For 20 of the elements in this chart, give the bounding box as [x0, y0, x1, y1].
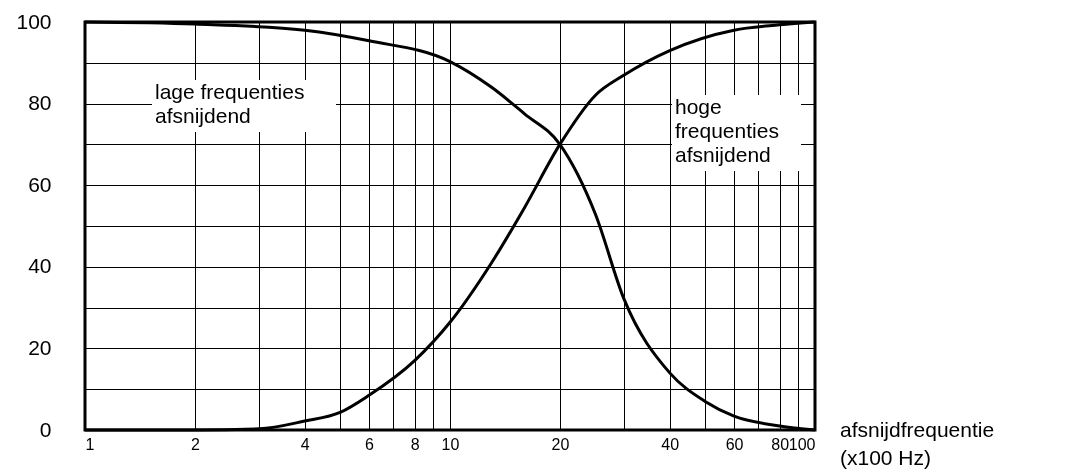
y-tick-label: 40: [28, 254, 52, 278]
x-tick-label: 40: [661, 435, 680, 453]
x-tick-label: 20: [551, 435, 570, 453]
annotation: hoge frequenties afsnijdend: [675, 95, 779, 166]
y-tick-label: 80: [28, 91, 52, 115]
x-tick-label: 1: [85, 435, 95, 453]
x-axis-title: afsnijdfrequentie (x100 Hz): [840, 418, 995, 469]
y-tick-label: 0: [39, 417, 52, 441]
x-tick-label: 10: [441, 435, 460, 453]
y-tick-label: 100: [16, 9, 52, 33]
x-tick-label: 4: [300, 435, 310, 453]
annotation: lage frequenties afsnijdend: [155, 80, 305, 127]
x-tick-label: 2: [190, 435, 200, 453]
x-tick-label: 100: [788, 435, 816, 453]
x-tick-label: 80: [771, 435, 790, 453]
y-tick-label: 60: [28, 172, 52, 196]
x-tick-label: 8: [410, 435, 420, 453]
x-tick-label: 6: [365, 435, 375, 453]
y-tick-label: 20: [28, 335, 52, 359]
x-tick-label: 60: [725, 435, 744, 453]
